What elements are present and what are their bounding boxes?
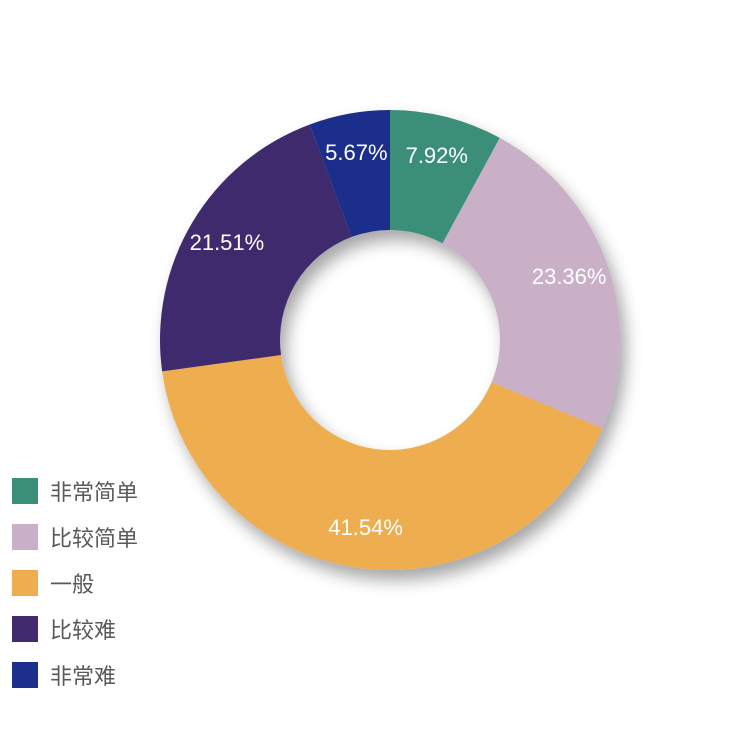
legend-item-very_hard[interactable]: 非常难 xyxy=(12,659,138,691)
legend-label-very_easy: 非常简单 xyxy=(50,475,138,507)
legend-label-very_hard: 非常难 xyxy=(50,659,116,691)
legend-item-very_easy[interactable]: 非常简单 xyxy=(12,475,138,507)
legend-swatch-very_easy xyxy=(12,478,38,504)
legend-item-fairly_easy[interactable]: 比较简单 xyxy=(12,521,138,553)
chart-stage: 7.92%23.36%41.54%21.51%5.67% 非常简单比较简单一般比… xyxy=(0,0,750,750)
legend-swatch-fairly_hard xyxy=(12,616,38,642)
legend-swatch-very_hard xyxy=(12,662,38,688)
slice-fairly_hard xyxy=(160,124,352,371)
legend-swatch-fairly_easy xyxy=(12,524,38,550)
legend-item-fairly_hard[interactable]: 比较难 xyxy=(12,613,138,645)
legend-item-average[interactable]: 一般 xyxy=(12,567,138,599)
legend-label-average: 一般 xyxy=(50,567,94,599)
legend-swatch-average xyxy=(12,570,38,596)
legend: 非常简单比较简单一般比较难非常难 xyxy=(12,475,138,705)
legend-label-fairly_easy: 比较简单 xyxy=(50,521,138,553)
legend-label-fairly_hard: 比较难 xyxy=(50,613,116,645)
